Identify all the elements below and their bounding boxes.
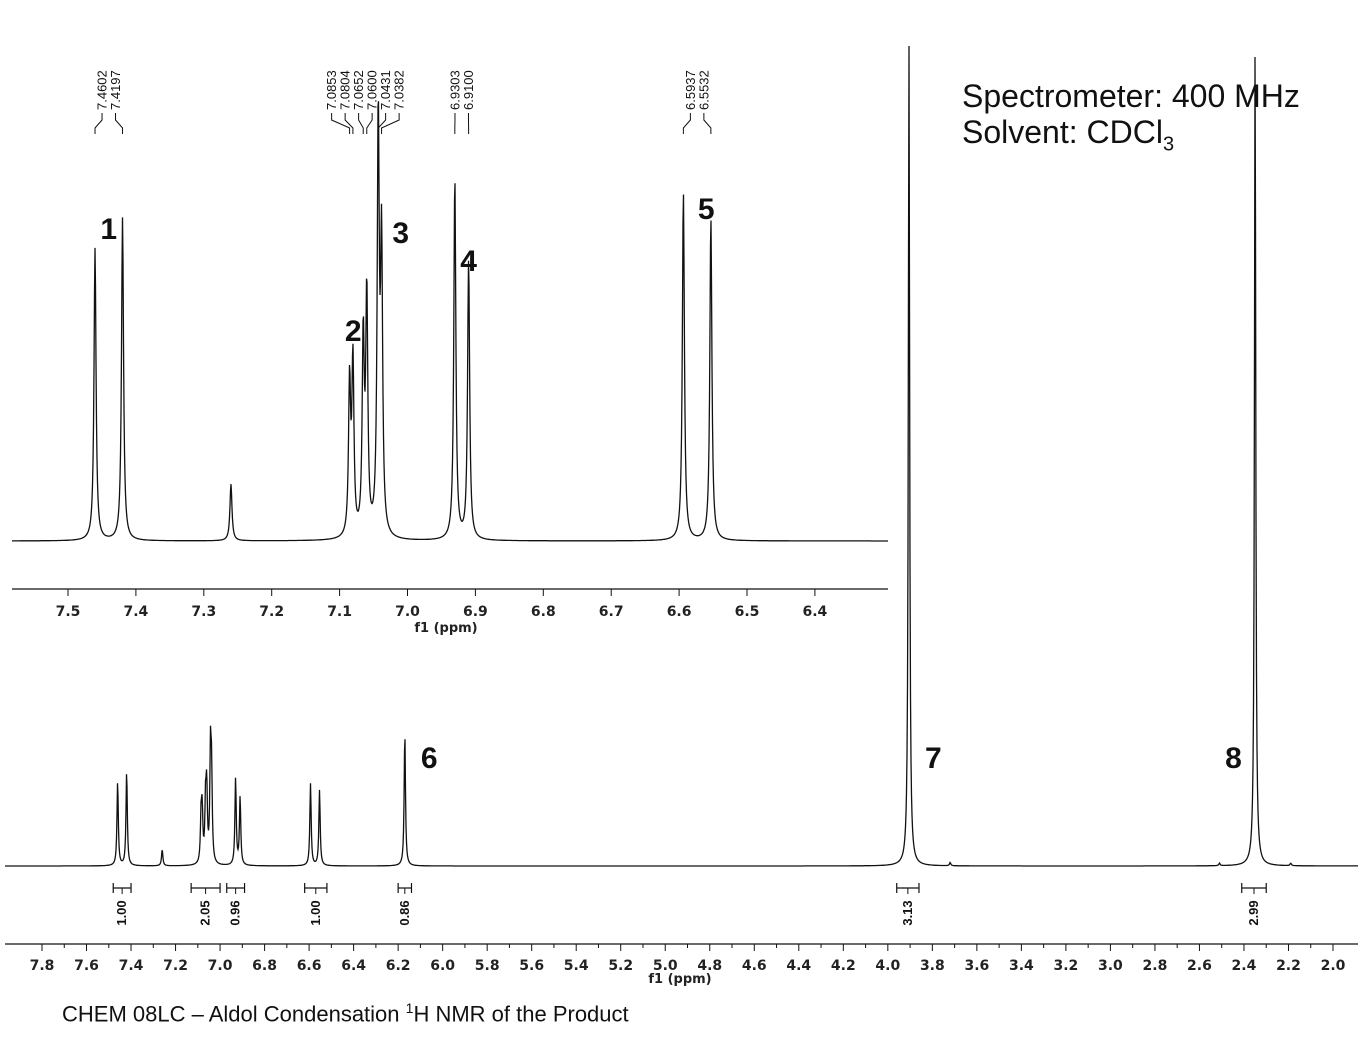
- inset-x-tick-label: 7.0: [395, 604, 420, 620]
- shift-leader-line: [703, 113, 712, 134]
- integral-value-label: 1.00: [308, 900, 323, 925]
- chemical-shift-label: 7.0804: [338, 70, 353, 110]
- main-spectrum-plot: 7.8 7.6 7.4 7.2 7.0 6.8 6.6 6.4 6.2 6.0 5.8 5.6 5.4 5…: [5, 45, 1358, 987]
- chemical-shift-label: 6.9303: [447, 70, 462, 110]
- chemical-shift-label: 7.0431: [378, 70, 393, 110]
- main-x-tick-label: 6.2: [386, 958, 411, 974]
- solvent-subscript: 3: [1162, 133, 1175, 156]
- chemical-shift-label: 6.9100: [461, 70, 476, 110]
- peak-number-label: 8: [1225, 742, 1242, 775]
- inset-peak-number-label: 4: [460, 245, 477, 278]
- main-x-tick-label: 4.2: [831, 958, 856, 974]
- shift-leader-line: [344, 113, 354, 134]
- solvent-label: Solvent: CDCl3: [962, 116, 1174, 160]
- main-x-tick-label: 7.6: [74, 958, 99, 974]
- inset-x-tick-label: 6.9: [463, 604, 488, 620]
- main-x-tick-label: 3.0: [1098, 958, 1123, 974]
- nmr-spectrum: 7.8 7.6 7.4 7.2 7.0 6.8 6.6 6.4 6.2 6.0 5.8 5.6 5.4 5…: [5, 45, 1358, 987]
- inset-spectrum-plot: 7.5 7.4 7.3 7.2 7.1 7.0 6.9 6.8 6.7 6.6 6.5 6.4 f1 (…: [12, 70, 888, 636]
- main-x-tick-label: 7.0: [208, 958, 233, 974]
- shift-leader-line: [366, 113, 373, 134]
- inset-x-tick-label: 7.5: [56, 604, 81, 620]
- main-x-tick-label: 4.0: [875, 958, 900, 974]
- main-x-tick-label: 4.8: [697, 958, 722, 974]
- inset-x-tick-label: 6.4: [802, 604, 827, 620]
- inset-peak-number-label: 3: [392, 217, 409, 250]
- shift-leader-line: [331, 113, 351, 134]
- caption-suffix: H NMR of the Product: [413, 1001, 629, 1027]
- solvent-text: Solvent: CDCl: [962, 114, 1163, 150]
- main-x-tick-label: 3.6: [964, 958, 989, 974]
- main-x-tick-label: 4.4: [786, 958, 811, 974]
- main-x-tick-label: 5.0: [653, 958, 678, 974]
- main-x-tick-label: 2.0: [1321, 958, 1346, 974]
- chemical-shift-label: 7.4602: [95, 70, 110, 110]
- main-spectrum-trace: [5, 45, 1358, 867]
- main-x-tick-label: 5.2: [608, 958, 633, 974]
- integral-value-label: 1.00: [114, 900, 129, 925]
- main-x-tick-label: 7.8: [30, 958, 55, 974]
- main-x-tick-label: 6.0: [430, 958, 455, 974]
- chemical-shift-label: 7.0382: [392, 70, 407, 110]
- integral-value-label: 2.05: [198, 900, 213, 925]
- inset-x-tick-label: 6.6: [667, 604, 692, 620]
- integral-value-label: 2.99: [1246, 900, 1261, 925]
- main-x-tick-label: 2.2: [1276, 958, 1301, 974]
- chemical-shift-label: 7.0853: [324, 70, 339, 110]
- main-x-tick-label: 6.6: [297, 958, 322, 974]
- shift-leader-line: [115, 113, 124, 134]
- peak-number-label: 7: [925, 742, 942, 775]
- figure-caption: CHEM 08LC – Aldol Condensation 1H NMR of…: [62, 1000, 629, 1027]
- shift-leader-line: [377, 113, 387, 134]
- inset-x-axis-title: f1 (ppm): [414, 621, 477, 636]
- integral-value-label: 0.86: [397, 900, 412, 925]
- shift-leader-line: [682, 113, 691, 134]
- chemical-shift-label: 7.4197: [108, 70, 123, 110]
- chemical-shift-label: 7.0600: [365, 70, 380, 110]
- main-x-tick-label: 2.4: [1232, 958, 1257, 974]
- main-x-tick-label: 2.8: [1143, 958, 1168, 974]
- main-x-tick-label: 3.2: [1053, 958, 1078, 974]
- main-x-axis-title: f1 (ppm): [648, 972, 711, 987]
- main-x-tick-label: 7.2: [163, 958, 188, 974]
- chemical-shift-label: 6.5937: [683, 70, 698, 110]
- main-x-tick-label: 3.4: [1009, 958, 1034, 974]
- peak-number-label: 6: [421, 742, 438, 775]
- main-x-tick-label: 5.4: [564, 958, 589, 974]
- inset-x-tick-label: 6.7: [599, 604, 624, 620]
- inset-x-tick-label: 7.1: [327, 604, 352, 620]
- main-x-tick-label: 2.6: [1187, 958, 1212, 974]
- inset-x-tick-label: 7.4: [123, 604, 148, 620]
- inset-peak-number-label: 5: [698, 193, 715, 226]
- inset-x-tick-label: 7.2: [259, 604, 284, 620]
- chemical-shift-label: 6.5532: [696, 70, 711, 110]
- inset-peak-number-label: 2: [345, 315, 362, 348]
- inset-x-tick-label: 6.5: [735, 604, 760, 620]
- shift-leader-line: [381, 113, 400, 134]
- chemical-shift-label: 7.0652: [351, 70, 366, 110]
- inset-spectrum-trace: [12, 101, 888, 542]
- caption-prefix: CHEM 08LC – Aldol Condensation: [62, 1001, 406, 1027]
- spectrometer-label: Spectrometer: 400 MHz: [962, 80, 1300, 112]
- main-x-tick-label: 7.4: [119, 958, 144, 974]
- main-x-tick-label: 6.4: [341, 958, 366, 974]
- caption-superscript: 1: [405, 1000, 414, 1016]
- integral-value-label: 3.13: [900, 900, 915, 925]
- inset-x-tick-label: 6.8: [531, 604, 556, 620]
- inset-peak-number-label: 1: [100, 213, 117, 246]
- main-x-tick-label: 3.8: [920, 958, 945, 974]
- spectrometer-text: Spectrometer: 400 MHz: [962, 78, 1300, 114]
- shift-leader-line: [358, 113, 364, 134]
- main-x-tick-label: 6.8: [252, 958, 277, 974]
- main-x-tick-label: 5.6: [519, 958, 544, 974]
- inset-x-tick-label: 7.3: [191, 604, 216, 620]
- main-x-tick-label: 4.6: [742, 958, 767, 974]
- shift-leader-line: [94, 113, 103, 134]
- main-x-tick-label: 5.8: [475, 958, 500, 974]
- integral-value-label: 0.96: [228, 900, 243, 925]
